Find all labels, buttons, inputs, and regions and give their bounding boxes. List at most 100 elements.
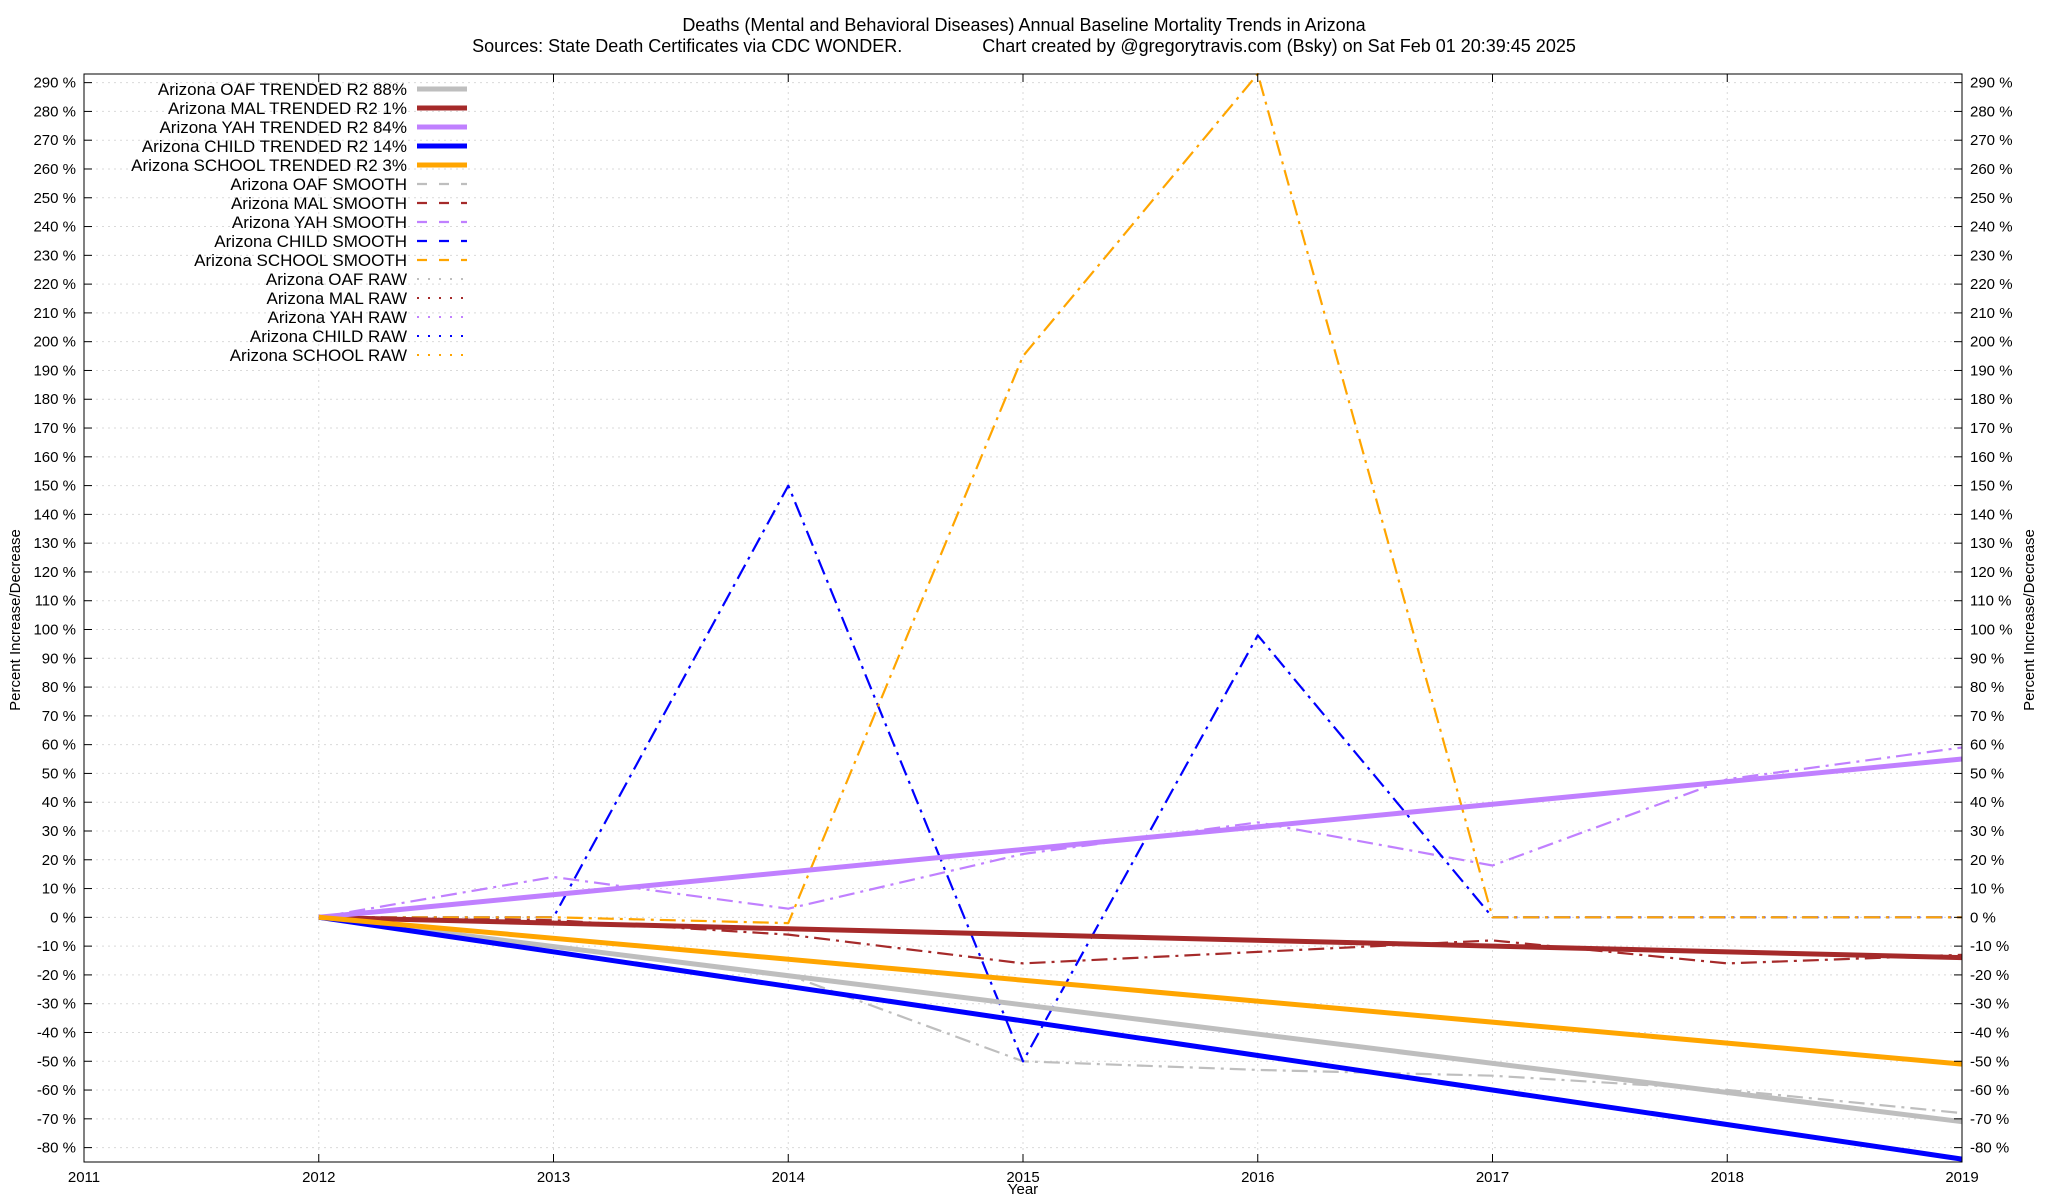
y-tick-label: 230 % xyxy=(33,247,76,264)
legend-label: Arizona SCHOOL RAW xyxy=(230,346,407,365)
y-tick-label: 290 % xyxy=(33,75,76,92)
x-tick-label: 2016 xyxy=(1241,1169,1274,1186)
legend-label: Arizona YAH TRENDED R2 84% xyxy=(159,118,407,137)
y-tick-label: 160 % xyxy=(33,449,76,466)
y-tick-label: 20 % xyxy=(42,852,76,869)
y-tick-label: 240 % xyxy=(33,219,76,236)
y-tick-label: -60 % xyxy=(37,1082,76,1099)
y-tick-label-right: 160 % xyxy=(1970,449,2013,466)
y-tick-label: -70 % xyxy=(37,1111,76,1128)
legend-label: Arizona SCHOOL TRENDED R2 3% xyxy=(131,156,407,175)
legend-label: Arizona OAF SMOOTH xyxy=(230,175,407,194)
x-tick-label: 2018 xyxy=(1711,1169,1744,1186)
y-tick-label: 260 % xyxy=(33,161,76,178)
legend-label: Arizona OAF TRENDED R2 88% xyxy=(158,80,407,99)
legend-label: Arizona MAL RAW xyxy=(267,289,407,308)
x-axis-label: Year xyxy=(1008,1181,1038,1198)
x-axis-ticks: 2011 2012 2013 2014 2015 2016 2017 2018 2019 xyxy=(68,74,1979,1186)
y-tick-label: 140 % xyxy=(33,506,76,523)
y-tick-label-right: 170 % xyxy=(1970,420,2013,437)
y-tick-label-right: -60 % xyxy=(1970,1082,2009,1099)
series-line-arizona-yah-smooth xyxy=(318,746,1963,919)
y-tick-label-right: 260 % xyxy=(1970,161,2013,178)
y-tick-label: 210 % xyxy=(33,305,76,322)
y-tick-label: 190 % xyxy=(33,362,76,379)
legend-label: Arizona MAL TRENDED R2 1% xyxy=(168,99,407,118)
x-tick-label: 2014 xyxy=(772,1169,805,1186)
y-tick-label-right: 20 % xyxy=(1970,852,2004,869)
y-tick-label: 30 % xyxy=(42,823,76,840)
series-line-arizona-school-smooth xyxy=(318,72,1962,925)
y-tick-label-right: 130 % xyxy=(1970,535,2013,552)
y-tick-label-right: 50 % xyxy=(1970,765,2004,782)
y-tick-label: 90 % xyxy=(42,650,76,667)
y-tick-label-right: 250 % xyxy=(1970,190,2013,207)
y-tick-label-right: 290 % xyxy=(1970,75,2013,92)
y-tick-label-right: -30 % xyxy=(1970,996,2009,1013)
legend-label: Arizona CHILD TRENDED R2 14% xyxy=(142,137,407,156)
y-tick-label-right: 140 % xyxy=(1970,506,2013,523)
y-tick-label: 50 % xyxy=(42,765,76,782)
series-line-arizona-child-trended-r2-14 xyxy=(318,914,1963,1162)
y-axis-ticks-right: -80 % -70 % -60 % -50 % -40 % -30 % -20 % -10 %… xyxy=(1954,75,2013,1157)
y-tick-label: 100 % xyxy=(33,622,76,639)
y-tick-label: 200 % xyxy=(33,334,76,351)
series-line-arizona-oaf-trended-r2-88 xyxy=(318,914,1963,1125)
y-tick-label-right: 150 % xyxy=(1970,478,2013,495)
series-line-arizona-mal-smooth xyxy=(318,916,1963,965)
y-tick-label: 10 % xyxy=(42,881,76,898)
y-tick-label-right: -10 % xyxy=(1970,938,2009,955)
legend-label: Arizona OAF RAW xyxy=(266,270,407,289)
y-tick-label: 250 % xyxy=(33,190,76,207)
legend-label: Arizona MAL SMOOTH xyxy=(231,194,407,213)
x-tick-label: 2011 xyxy=(68,1169,100,1186)
legend-label: Arizona CHILD SMOOTH xyxy=(214,232,407,251)
y-tick-label-right: -70 % xyxy=(1970,1111,2009,1128)
legend: Arizona OAF TRENDED R2 88%Arizona MAL TR… xyxy=(131,80,467,365)
y-tick-label: -50 % xyxy=(37,1053,76,1070)
y-tick-label-right: 200 % xyxy=(1970,334,2013,351)
y-tick-label-right: 60 % xyxy=(1970,737,2004,754)
y-tick-label-right: 70 % xyxy=(1970,708,2004,725)
y-axis-label-right: Percent Increase/Decrease xyxy=(2021,529,2038,711)
chart-subtitle: Sources: State Death Certificates via CD… xyxy=(472,36,1576,56)
y-tick-label-right: 190 % xyxy=(1970,362,2013,379)
y-tick-label-right: -80 % xyxy=(1970,1140,2009,1157)
y-axis-ticks-left: -80 % -70 % -60 % -50 % -40 % -30 % -20 % -10 %… xyxy=(33,75,92,1157)
y-tick-label-right: 220 % xyxy=(1970,276,2013,293)
y-tick-label: -20 % xyxy=(37,967,76,984)
y-tick-label-right: 80 % xyxy=(1970,679,2004,696)
y-tick-label: -40 % xyxy=(37,1024,76,1041)
x-tick-label: 2012 xyxy=(302,1169,335,1186)
y-tick-label-right: 30 % xyxy=(1970,823,2004,840)
y-tick-label: 180 % xyxy=(33,391,76,408)
y-tick-label-right: 0 % xyxy=(1970,909,1996,926)
y-tick-label-right: -40 % xyxy=(1970,1024,2009,1041)
y-tick-label-right: 230 % xyxy=(1970,247,2013,264)
y-tick-label: 110 % xyxy=(35,593,76,610)
y-tick-label: -10 % xyxy=(37,938,76,955)
legend-label: Arizona SCHOOL SMOOTH xyxy=(194,251,407,270)
y-tick-label: 40 % xyxy=(42,794,76,811)
series-line-arizona-mal-trended-r2-1 xyxy=(318,914,1963,961)
y-tick-label-right: 100 % xyxy=(1970,622,2013,639)
x-tick-label: 2017 xyxy=(1476,1169,1509,1186)
y-axis-label-left: Percent Increase/Decrease xyxy=(7,529,24,711)
y-tick-label: 80 % xyxy=(42,679,76,696)
chart-title: Deaths (Mental and Behavioral Diseases) … xyxy=(682,15,1366,35)
y-tick-label-right: 270 % xyxy=(1970,132,2013,149)
y-tick-label: -30 % xyxy=(37,996,76,1013)
y-tick-label: 150 % xyxy=(33,478,76,495)
y-tick-label-right: -50 % xyxy=(1970,1053,2009,1070)
y-tick-label: 130 % xyxy=(33,535,76,552)
y-tick-label-right: 280 % xyxy=(1970,103,2013,120)
y-tick-label: 280 % xyxy=(33,103,76,120)
legend-label: Arizona YAH RAW xyxy=(267,308,407,327)
y-tick-label-right: 120 % xyxy=(1970,564,2013,581)
y-tick-label: 220 % xyxy=(33,276,76,293)
y-tick-label: 120 % xyxy=(33,564,76,581)
y-tick-label-right: 110 % xyxy=(1970,593,2011,610)
y-tick-label-right: 210 % xyxy=(1970,305,2013,322)
y-tick-label-right: 180 % xyxy=(1970,391,2013,408)
y-tick-label: 70 % xyxy=(42,708,76,725)
